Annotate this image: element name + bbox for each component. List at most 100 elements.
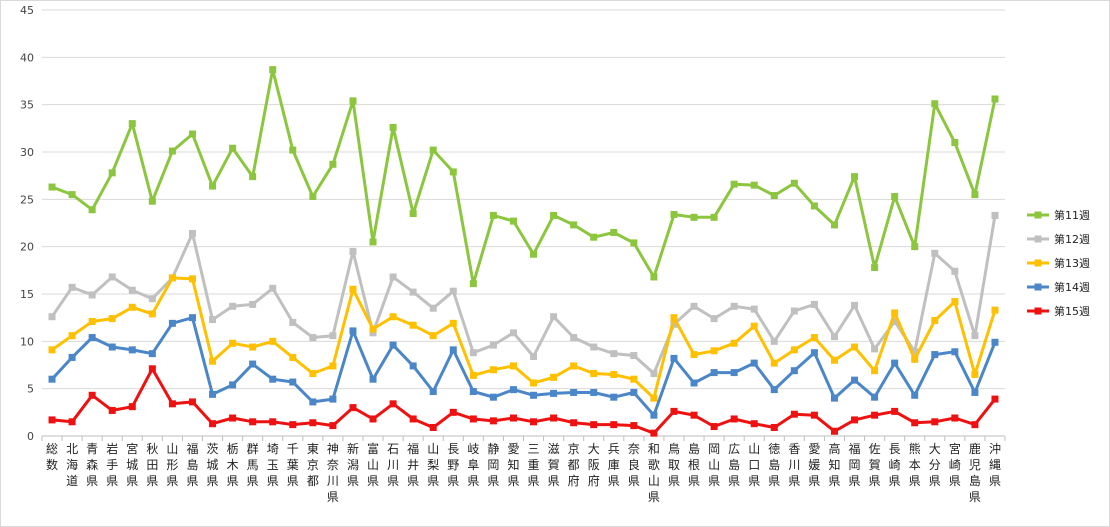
series-第11週 [48,66,999,288]
data-point [369,325,377,333]
data-point [690,379,698,387]
x-tick-label: 三重県 [528,442,540,488]
data-point [48,346,56,354]
x-tick-label: 愛知県 [507,442,519,488]
series-第13週 [48,274,999,402]
x-tick-label: 山形県 [166,442,178,488]
data-point [349,247,357,255]
data-point [88,334,96,342]
data-point [871,263,879,271]
data-point [911,243,919,251]
y-tick-label: 30 [20,146,34,159]
data-point [590,421,598,429]
y-tick-label: 25 [20,193,34,206]
y-tick-label: 20 [20,241,34,254]
data-point [509,362,517,370]
data-point [810,300,818,308]
y-tick-label: 15 [20,288,34,301]
data-point [991,338,999,346]
data-point [309,370,317,378]
legend-label: 第12週 [1054,232,1090,246]
data-point [951,348,959,356]
legend-label: 第15週 [1054,304,1090,318]
data-point [429,332,437,340]
x-tick-label: 青森県 [86,442,98,488]
data-point [710,347,718,355]
data-point [650,370,658,378]
data-point [931,351,939,359]
data-point [449,408,457,416]
data-point [229,339,237,347]
data-point [550,414,558,422]
data-point [188,130,196,138]
data-point [329,160,337,168]
series-line [51,68,997,286]
data-point [770,192,778,200]
data-point [871,411,879,419]
data-point [469,280,477,288]
data-point [951,414,959,422]
data-point [550,313,558,321]
x-tick-label: 沖縄県 [989,442,1001,488]
x-tick-label: 和歌山県 [648,442,660,504]
data-point [209,316,217,324]
data-point [770,386,778,394]
data-point [249,360,257,368]
data-point [971,191,979,199]
x-tick-label: 宮崎県 [949,441,961,488]
data-point [550,373,558,381]
data-point [810,411,818,419]
data-point [670,314,678,322]
data-point [971,332,979,340]
x-tick-label: 茨城県 [207,442,219,488]
data-point [188,314,196,322]
data-point [229,414,237,422]
data-point [168,274,176,282]
data-point [188,229,196,237]
x-tick-label: 奈良県 [628,442,640,488]
data-point [590,233,598,241]
data-point [329,362,337,370]
data-point [670,210,678,218]
y-axis: 0 5 10 15 20 25 30 35 40 45 [20,4,34,443]
data-point [168,147,176,155]
data-point [710,213,718,221]
data-point [730,180,738,188]
data-point [931,418,939,426]
data-point [389,341,397,349]
data-point [429,388,437,396]
data-point [209,357,217,365]
data-point [389,273,397,281]
data-point [168,400,176,408]
data-point [489,341,497,349]
data-point [630,239,638,247]
x-tick-label: 熊本県 [909,441,921,488]
x-tick-label: 徳島県 [768,441,780,488]
y-tick-label: 10 [20,335,34,348]
data-point [148,197,156,205]
data-point [249,300,257,308]
x-tick-label: 東京都 [307,442,319,488]
data-point [469,388,477,396]
data-point [369,329,377,337]
data-point [209,390,217,398]
data-point [570,362,578,370]
data-point [269,284,277,292]
legend-marker [1034,283,1042,291]
data-point [570,221,578,229]
data-point [489,417,497,425]
data-point [148,310,156,318]
data-point [269,337,277,345]
series-group [48,66,999,437]
data-point [570,419,578,427]
data-point [429,423,437,431]
data-point [750,420,758,428]
data-point [951,139,959,147]
data-point [991,395,999,403]
data-point [891,317,899,325]
data-point [891,192,899,200]
x-tick-label: 鳥取県 [668,441,680,488]
data-point [269,375,277,383]
data-point [108,315,116,323]
